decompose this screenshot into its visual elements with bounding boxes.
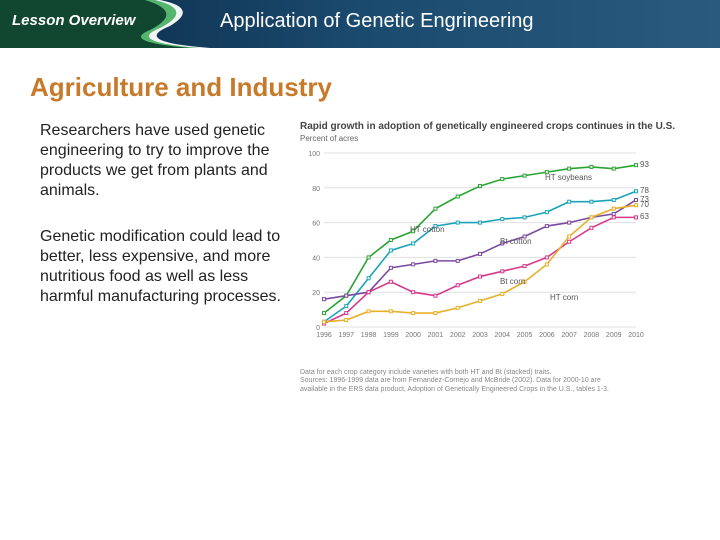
svg-text:2000: 2000 — [405, 332, 421, 339]
header-bar: Lesson Overview Application of Genetic E… — [0, 0, 720, 48]
svg-text:2003: 2003 — [472, 332, 488, 339]
series-label: HT corn — [550, 293, 578, 302]
svg-text:2010: 2010 — [628, 332, 644, 339]
header-title: Application of Genetic Engrineering — [220, 10, 534, 33]
paragraph-2: Genetic modification could lead to bette… — [40, 227, 288, 307]
series-end-value: 70 — [640, 200, 649, 209]
series-end-value: 63 — [640, 212, 649, 221]
series-label: HT soybeans — [545, 173, 592, 182]
series-label: Bt cotton — [500, 237, 532, 246]
chart-title: Rapid growth in adoption of genetically … — [300, 121, 690, 132]
chart-column: Rapid growth in adoption of genetically … — [300, 121, 690, 394]
series-end-value: 93 — [640, 160, 649, 169]
svg-text:2007: 2007 — [561, 332, 577, 339]
svg-text:2008: 2008 — [584, 332, 600, 339]
svg-text:1998: 1998 — [361, 332, 377, 339]
footer-line-3: available in the ERS data product, Adopt… — [300, 386, 690, 394]
svg-text:40: 40 — [312, 255, 320, 262]
svg-text:2009: 2009 — [606, 332, 622, 339]
svg-text:2001: 2001 — [428, 332, 444, 339]
chart-y-label: Percent of acres — [300, 134, 690, 143]
svg-text:60: 60 — [312, 221, 320, 228]
lesson-overview-label: Lesson Overview — [12, 12, 135, 29]
svg-text:20: 20 — [312, 290, 320, 297]
section-title: Agriculture and Industry — [30, 72, 690, 103]
svg-text:80: 80 — [312, 186, 320, 193]
svg-text:2006: 2006 — [539, 332, 555, 339]
svg-text:2004: 2004 — [494, 332, 510, 339]
text-column: Researchers have used genetic engineerin… — [30, 121, 288, 394]
svg-text:2005: 2005 — [517, 332, 533, 339]
series-end-value: 78 — [640, 186, 649, 195]
series-label: Bt corn — [500, 277, 525, 286]
footer-line-2: Sources: 1996-1999 data are from Fernand… — [300, 377, 690, 385]
paragraph-1: Researchers have used genetic engineerin… — [40, 121, 288, 201]
svg-text:0: 0 — [316, 325, 320, 332]
svg-text:100: 100 — [308, 151, 320, 158]
series-label: HT cotton — [410, 225, 445, 234]
line-chart: 0 20 40 60 80 100 1996 1997 1998 1999 2000 2001 2002… — [300, 145, 690, 365]
content-area: Agriculture and Industry Researchers hav… — [0, 48, 720, 394]
svg-text:2002: 2002 — [450, 332, 466, 339]
svg-text:1999: 1999 — [383, 332, 399, 339]
svg-text:1996: 1996 — [316, 332, 332, 339]
svg-text:1997: 1997 — [338, 332, 354, 339]
body-row: Researchers have used genetic engineerin… — [30, 121, 690, 394]
footer-line-1: Data for each crop category include vari… — [300, 369, 690, 377]
chart-footer: Data for each crop category include vari… — [300, 369, 690, 394]
